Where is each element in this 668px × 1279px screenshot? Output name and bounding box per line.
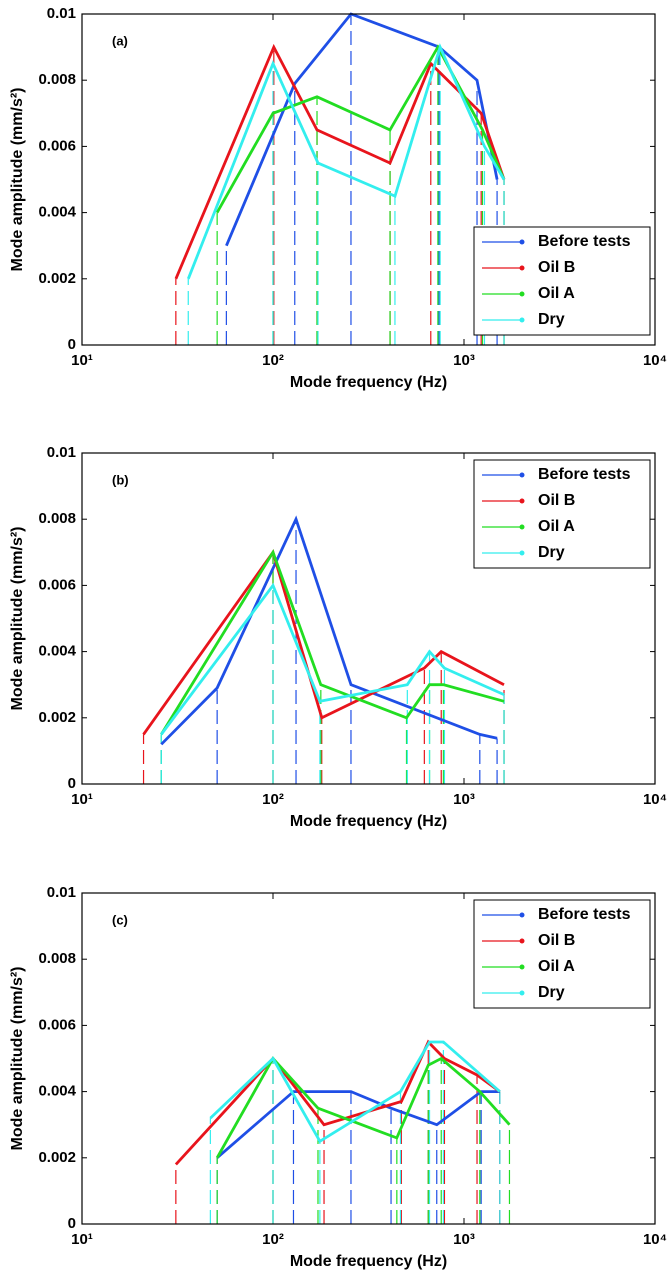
panel-label: (a)	[112, 33, 128, 48]
legend-label: Dry	[538, 544, 565, 561]
legend-box	[473, 899, 651, 1009]
plot-frame	[81, 13, 656, 346]
legend-marker	[519, 291, 525, 297]
x-tick-label: 10²	[262, 1231, 284, 1248]
y-tick-label: 0.004	[38, 204, 76, 221]
y-tick-label: 0.002	[38, 709, 76, 726]
x-tick-label: 10³	[453, 1231, 475, 1248]
legend-label: Oil B	[538, 932, 575, 949]
series-line	[174, 43, 506, 280]
series-line	[186, 43, 506, 280]
series-line	[160, 549, 505, 736]
legend-label: Oil A	[538, 518, 575, 535]
y-tick-label: 0.002	[38, 1149, 76, 1166]
legend-label: Oil B	[538, 492, 575, 509]
series-line	[215, 44, 506, 214]
y-tick-label: 0.01	[47, 5, 76, 22]
y-tick-label: 0.006	[38, 576, 76, 593]
x-tick-label: 10¹	[71, 1231, 93, 1248]
legend-label: Before tests	[538, 466, 631, 483]
y-tick-label: 0	[68, 775, 76, 792]
legend-marker	[519, 938, 525, 944]
y-tick-label: 0.008	[38, 510, 76, 527]
x-axis-label: Mode frequency (Hz)	[290, 374, 447, 391]
series-line	[215, 1056, 511, 1159]
y-tick-label: 0.008	[38, 71, 76, 88]
legend-label: Before tests	[538, 233, 631, 250]
x-tick-label: 10¹	[71, 791, 93, 808]
legend-marker	[519, 498, 525, 504]
legend-box	[473, 226, 651, 336]
legend-label: Before tests	[538, 906, 631, 923]
x-tick-label: 10³	[453, 352, 475, 369]
legend-marker	[519, 472, 525, 478]
y-tick-label: 0.006	[38, 137, 76, 154]
x-axis-label: Mode frequency (Hz)	[290, 1253, 447, 1270]
y-axis-label: Mode amplitude (mm/s²)	[9, 526, 26, 710]
legend-label: Dry	[538, 311, 565, 328]
y-axis-label: Mode amplitude (mm/s²)	[9, 87, 26, 271]
legend-label: Oil A	[538, 958, 575, 975]
legend-marker	[519, 239, 525, 245]
series-line	[160, 515, 498, 746]
x-axis-label: Mode frequency (Hz)	[290, 813, 447, 830]
legend-marker	[519, 317, 525, 323]
legend-label: Oil A	[538, 285, 575, 302]
panel-label: (c)	[112, 912, 128, 927]
legend-box	[473, 459, 651, 569]
x-tick-label: 10¹	[71, 352, 93, 369]
y-tick-label: 0.002	[38, 270, 76, 287]
series-line	[142, 549, 505, 736]
x-tick-label: 10⁴	[643, 1231, 667, 1248]
legend-label: Dry	[538, 984, 565, 1001]
x-tick-label: 10²	[262, 791, 284, 808]
legend-marker	[519, 990, 525, 996]
y-tick-label: 0	[68, 336, 76, 353]
y-tick-label: 0	[68, 1215, 76, 1232]
legend-marker	[519, 550, 525, 556]
plot-frame	[81, 452, 656, 785]
series-line	[225, 12, 499, 247]
x-tick-label: 10²	[262, 352, 284, 369]
y-tick-label: 0.01	[47, 444, 76, 461]
y-tick-label: 0.004	[38, 643, 76, 660]
x-tick-label: 10⁴	[643, 791, 667, 808]
y-tick-label: 0.006	[38, 1016, 76, 1033]
plot-frame	[81, 892, 656, 1225]
x-tick-label: 10⁴	[643, 352, 667, 369]
legend-marker	[519, 964, 525, 970]
legend-label: Oil B	[538, 259, 575, 276]
x-tick-label: 10³	[453, 791, 475, 808]
series-line	[209, 1040, 501, 1144]
legend-marker	[519, 524, 525, 530]
y-tick-label: 0.01	[47, 884, 76, 901]
legend-marker	[519, 912, 525, 918]
series-line	[160, 582, 505, 736]
panel-label: (b)	[112, 472, 129, 487]
y-tick-label: 0.004	[38, 1083, 76, 1100]
legend-marker	[519, 265, 525, 271]
y-axis-label: Mode amplitude (mm/s²)	[9, 966, 26, 1150]
y-tick-label: 0.008	[38, 950, 76, 967]
